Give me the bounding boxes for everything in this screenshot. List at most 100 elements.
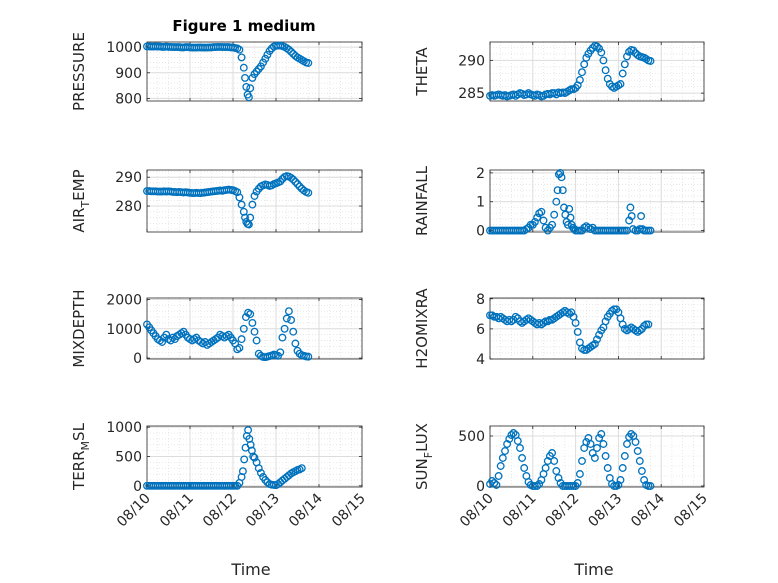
data-point	[513, 437, 522, 445]
y-tick-label: 2	[476, 166, 485, 182]
figure-title: Figure 1 medium	[172, 17, 315, 35]
data-point	[246, 213, 255, 222]
data-point	[595, 330, 604, 339]
y-axis-label: TERRMSL	[70, 422, 92, 491]
data-point	[293, 180, 302, 189]
data-point	[498, 454, 507, 462]
data-point	[633, 447, 642, 455]
data-point	[505, 435, 514, 443]
data-point	[295, 182, 304, 191]
data-point	[646, 226, 655, 235]
data-point	[618, 69, 627, 78]
y-tick-label: 0	[133, 351, 142, 367]
data-point	[554, 474, 563, 482]
data-point	[597, 48, 606, 57]
data-point	[158, 338, 167, 346]
data-point	[516, 444, 524, 452]
chart-panel-mixdepth: 0 1000 2000 MIXDEPTH	[70, 289, 363, 368]
chart-panel-air-temp: 280 290 AIRTEMP	[70, 169, 363, 233]
data-point	[635, 457, 644, 465]
data-point	[626, 203, 635, 212]
data-point	[635, 326, 644, 335]
data-point	[533, 482, 542, 490]
chart-panel-h2omixra: 4 6 8 H2OMIXRA	[413, 288, 705, 369]
data-point	[550, 210, 559, 219]
data-point	[304, 188, 313, 197]
data-point	[556, 168, 565, 177]
data-point	[162, 330, 171, 339]
data-point	[646, 482, 655, 490]
data-point	[539, 216, 548, 225]
y-axis-label: THETA	[413, 47, 431, 97]
data-point	[595, 434, 604, 442]
y-tick-label: 900	[115, 66, 142, 82]
data-point	[530, 482, 539, 490]
data-point	[263, 478, 272, 487]
data-point	[620, 60, 629, 69]
data-point	[567, 85, 576, 94]
data-point	[530, 217, 539, 226]
data-point	[239, 324, 248, 333]
data-point	[509, 429, 518, 437]
y-axis-label: RAINFALL	[413, 165, 431, 236]
data-point	[558, 186, 567, 195]
data-point	[640, 321, 649, 330]
axes-box	[146, 169, 363, 233]
axes-box	[489, 169, 705, 233]
data-point	[537, 207, 546, 216]
chart-panel-rainfall: 0 1 2 RAINFALL	[413, 165, 705, 240]
data-point	[623, 52, 631, 61]
data-point	[494, 472, 503, 480]
data-point	[244, 93, 253, 102]
data-point	[287, 316, 296, 324]
data-point	[640, 476, 649, 484]
data-point	[237, 53, 246, 62]
data-point	[304, 352, 313, 361]
y-tick-label: 2000	[106, 292, 142, 308]
data-point	[249, 452, 258, 461]
data-point	[599, 440, 608, 448]
data-point	[552, 467, 561, 475]
data-point	[614, 481, 623, 489]
data-point	[616, 476, 625, 484]
data-point	[289, 327, 298, 336]
y-tick-label: 0	[476, 479, 485, 495]
y-tick-label: 1000	[106, 420, 142, 436]
data-point	[287, 47, 296, 56]
data-point	[256, 62, 265, 71]
y-tick-label: 500	[458, 429, 485, 445]
data-point	[241, 73, 249, 82]
data-point	[637, 467, 646, 475]
data-point	[490, 479, 499, 487]
y-axis-label: SUNFLUX	[413, 423, 435, 490]
data-point	[552, 197, 561, 206]
data-point	[541, 464, 550, 472]
data-point	[535, 480, 544, 488]
data-point	[280, 324, 289, 333]
data-point	[237, 200, 246, 209]
data-point	[297, 464, 306, 473]
data-point	[276, 348, 285, 357]
data-point	[582, 438, 591, 446]
y-tick-label: 1	[476, 195, 485, 211]
data-point	[248, 200, 257, 209]
data-point	[235, 343, 244, 352]
axes-box	[489, 41, 705, 102]
data-point	[623, 440, 631, 448]
data-point	[599, 56, 608, 65]
data-point	[620, 452, 629, 460]
y-tick-label: 4	[476, 352, 485, 368]
data-point	[250, 327, 259, 336]
data-point	[539, 318, 548, 327]
data-point	[248, 318, 257, 327]
data-point	[240, 455, 249, 464]
data-point	[248, 73, 257, 82]
data-point	[560, 203, 568, 212]
data-point	[588, 449, 597, 457]
data-point	[235, 45, 244, 54]
data-point	[593, 335, 601, 344]
data-point	[573, 479, 582, 487]
data-point	[501, 447, 509, 455]
data-point	[573, 226, 582, 235]
data-point	[642, 226, 651, 235]
